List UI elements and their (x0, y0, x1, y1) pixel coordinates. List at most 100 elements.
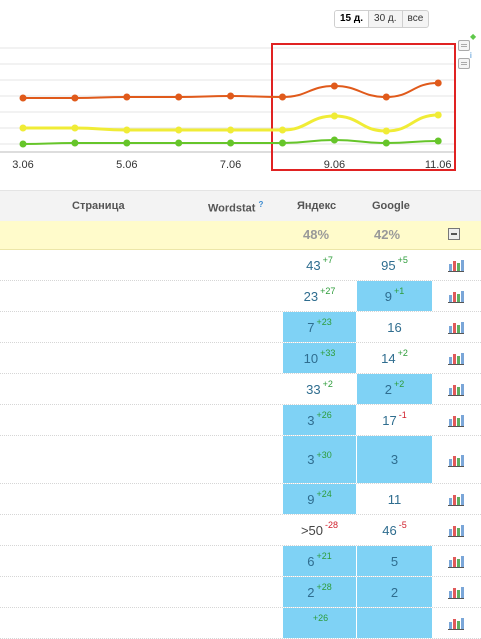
google-position-cell-value: 9 (384, 288, 392, 304)
yandex-position-cell-delta: +30 (316, 449, 332, 460)
google-position-cell: 2 +2 (357, 374, 432, 404)
wordstat-help-icon[interactable]: ? (258, 200, 264, 209)
data-point (19, 124, 27, 132)
comment-icon[interactable] (458, 58, 470, 69)
table-row: 3 +26 17 -1 (0, 405, 481, 436)
x-tick-label: 11.06 (425, 159, 452, 171)
data-point (175, 126, 183, 134)
yandex-position-cell-value: >50 (300, 522, 324, 538)
yandex-position-cell: 9 +24 (283, 484, 356, 514)
google-position-cell-value: 14 (381, 350, 396, 366)
google-position-cell-delta: +2 (393, 379, 405, 389)
table-row: 33 +2 2 +2 (0, 374, 481, 405)
data-point (279, 139, 286, 147)
google-position-cell-value: 2 (390, 584, 399, 600)
data-point (19, 94, 27, 102)
chart-series (19, 79, 442, 148)
yandex-position-cell-delta: +26 (312, 613, 329, 623)
yandex-position-cell-value: 10 (303, 350, 319, 366)
yandex-position-cell-delta: +24 (316, 489, 332, 499)
data-point (227, 92, 235, 100)
data-point (434, 111, 442, 119)
yandex-position-cell: 33 +2 (283, 374, 356, 404)
table-row: >50 -28 46 -5 (0, 515, 481, 546)
bar-chart-icon[interactable] (448, 351, 464, 365)
column-page-header[interactable]: Страница (72, 200, 125, 212)
period-15-days-button[interactable]: 15 д. (335, 11, 369, 27)
summary-row: 48% 42% (0, 221, 481, 250)
collapse-icon[interactable] (448, 228, 460, 240)
yandex-position-cell-value: 2 (307, 584, 315, 600)
yandex-position-cell: 3 +26 (283, 405, 356, 435)
google-position-cell: 2 (357, 577, 432, 607)
period-30-days-button[interactable]: 30 д. (368, 11, 402, 27)
bar-chart-icon[interactable] (448, 453, 464, 467)
yandex-position-cell-value: 3 (307, 452, 315, 467)
info-icon: i (470, 51, 472, 60)
highlight-selection-box (271, 43, 456, 171)
google-position-cell-delta: +2 (397, 348, 408, 358)
x-tick-label: 9.06 (324, 159, 345, 171)
google-position-cell: 95 +5 (357, 250, 432, 280)
bar-chart-icon[interactable] (448, 413, 464, 427)
google-position-cell: 14 +2 (357, 343, 432, 373)
yandex-position-cell-value: 23 (303, 288, 319, 304)
yandex-position-cell: 3 +30 (283, 436, 356, 483)
bar-chart-icon[interactable] (448, 616, 464, 630)
data-point (71, 139, 79, 147)
yandex-position-cell: 2 +28 (283, 577, 356, 607)
google-position-cell: 9 +1 (357, 281, 432, 311)
bar-chart-icon[interactable] (448, 289, 464, 303)
series-line-2 (22, 113, 439, 133)
data-point (382, 93, 390, 101)
table-row: +26 (0, 608, 481, 639)
bar-chart-icon[interactable] (448, 320, 464, 334)
yandex-position-cell-value: 9 (307, 491, 315, 507)
google-position-cell-delta: -5 (398, 520, 407, 530)
google-position-cell-value: 5 (390, 553, 399, 569)
period-all-button[interactable]: все (401, 11, 429, 27)
comment-icon[interactable] (458, 40, 470, 51)
google-position-cell-value: 2 (384, 381, 392, 397)
table-row: 7 +23 16 (0, 312, 481, 343)
yandex-position-cell: 10 +33 (283, 343, 356, 373)
yandex-position-cell-delta: -28 (325, 520, 339, 530)
table-row: 9 +24 11 (0, 484, 481, 515)
bar-chart-icon[interactable] (448, 523, 464, 537)
summary-yandex-percent: 48% (303, 227, 330, 242)
yandex-position-cell: >50 -28 (283, 515, 356, 545)
yandex-position-cell-delta: +28 (316, 582, 332, 592)
data-point (382, 127, 390, 135)
data-point (175, 93, 183, 101)
table-row: 43 +7 95 +5 (0, 250, 481, 281)
green-diamond-icon: ◆ (470, 32, 477, 41)
yandex-position-cell-delta: +27 (320, 286, 336, 296)
column-google-header[interactable]: Google (372, 200, 410, 212)
data-point (71, 124, 79, 132)
yandex-position-cell: 43 +7 (283, 250, 356, 280)
bar-chart-icon[interactable] (448, 554, 464, 568)
google-position-cell: 5 (357, 546, 432, 576)
bar-chart-icon[interactable] (448, 382, 464, 396)
google-position-cell: 17 -1 (357, 405, 432, 435)
data-point (434, 79, 442, 87)
yandex-position-cell-value: 33 (306, 381, 321, 397)
google-position-cell: 16 (357, 312, 432, 342)
google-position-cell-value: 95 (381, 257, 396, 273)
x-tick-label: 7.06 (220, 159, 241, 171)
table-row: 2 +28 2 (0, 577, 481, 608)
bar-chart-icon[interactable] (448, 585, 464, 599)
data-point (71, 94, 79, 102)
yandex-position-cell-delta: +23 (316, 317, 332, 327)
data-point (330, 82, 338, 90)
bar-chart-icon[interactable] (448, 492, 464, 506)
column-yandex-header[interactable]: Яндекс (297, 200, 337, 212)
yandex-position-cell-value: 3 (307, 412, 315, 428)
column-wordstat-header[interactable]: Wordstat ? (208, 200, 264, 215)
yandex-position-cell-value: 43 (306, 257, 321, 273)
data-point (123, 126, 131, 134)
bar-chart-icon[interactable] (448, 258, 464, 272)
google-position-cell-delta: +1 (393, 286, 405, 296)
google-position-cell-value: 46 (382, 522, 397, 538)
google-position-cell-value: 11 (387, 491, 402, 507)
